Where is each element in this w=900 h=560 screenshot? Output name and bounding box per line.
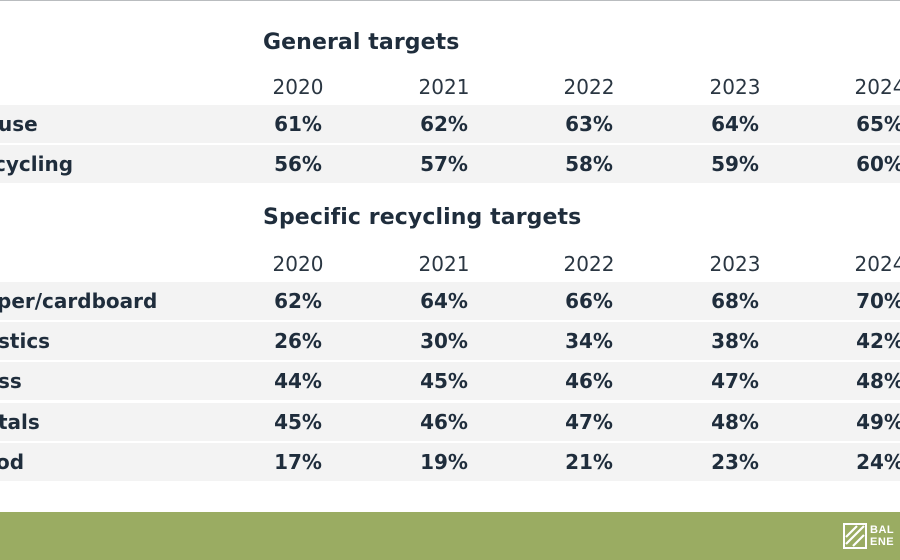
year-header: 2024 xyxy=(854,252,900,276)
value-cell: 64% xyxy=(420,289,468,313)
row-label: od xyxy=(0,450,25,474)
value-cell: 62% xyxy=(274,289,322,313)
row-label: per/cardboard xyxy=(0,289,158,313)
logo-wordmark: BAL ENE xyxy=(870,524,894,548)
specific-recycling-targets-title: Specific recycling targets xyxy=(263,205,582,230)
year-header: 2024 xyxy=(854,75,900,99)
value-cell: 46% xyxy=(420,410,468,434)
value-cell: 23% xyxy=(711,450,759,474)
value-cell: 70% xyxy=(856,289,900,313)
value-cell: 38% xyxy=(711,329,759,353)
year-header: 2020 xyxy=(272,75,324,99)
logo-line-2: ENE xyxy=(870,536,895,548)
top-divider xyxy=(0,0,900,1)
value-cell: 63% xyxy=(565,112,613,136)
table-row: stics 26% 30% 34% 38% 42% xyxy=(0,322,900,360)
table-row: cycling 56% 57% 58% 59% 60% xyxy=(0,145,900,183)
logo-line-1: BAL xyxy=(870,524,895,536)
year-header: 2021 xyxy=(418,75,470,99)
row-label: tals xyxy=(0,410,40,434)
value-cell: 61% xyxy=(274,112,322,136)
value-cell: 45% xyxy=(274,410,322,434)
row-label: stics xyxy=(0,329,51,353)
value-cell: 19% xyxy=(420,450,468,474)
table-row: tals 45% 46% 47% 48% 49% xyxy=(0,403,900,441)
value-cell: 57% xyxy=(420,152,468,176)
value-cell: 47% xyxy=(711,369,759,393)
brand-logo: BAL ENE xyxy=(843,523,900,549)
value-cell: 62% xyxy=(420,112,468,136)
year-header: 2022 xyxy=(563,75,615,99)
value-cell: 64% xyxy=(711,112,759,136)
footer-bar: BAL ENE xyxy=(0,512,900,560)
year-header: 2022 xyxy=(563,252,615,276)
value-cell: 44% xyxy=(274,369,322,393)
value-cell: 47% xyxy=(565,410,613,434)
value-cell: 46% xyxy=(565,369,613,393)
value-cell: 34% xyxy=(565,329,613,353)
table-row: use 61% 62% 63% 64% 65% xyxy=(0,105,900,143)
value-cell: 30% xyxy=(420,329,468,353)
value-cell: 59% xyxy=(711,152,759,176)
value-cell: 68% xyxy=(711,289,759,313)
value-cell: 49% xyxy=(856,410,900,434)
value-cell: 56% xyxy=(274,152,322,176)
year-header: 2020 xyxy=(272,252,324,276)
value-cell: 60% xyxy=(856,152,900,176)
logo-mark-icon xyxy=(843,523,867,549)
row-label: ss xyxy=(0,369,22,393)
value-cell: 66% xyxy=(565,289,613,313)
value-cell: 65% xyxy=(856,112,900,136)
value-cell: 42% xyxy=(856,329,900,353)
table-row: ss 44% 45% 46% 47% 48% xyxy=(0,362,900,400)
value-cell: 58% xyxy=(565,152,613,176)
row-label: cycling xyxy=(0,152,74,176)
general-year-header-row: 2020 2021 2022 2023 2024 xyxy=(0,68,900,106)
general-targets-title: General targets xyxy=(263,30,460,55)
value-cell: 17% xyxy=(274,450,322,474)
value-cell: 21% xyxy=(565,450,613,474)
value-cell: 48% xyxy=(711,410,759,434)
value-cell: 24% xyxy=(856,450,900,474)
table-row: od 17% 19% 21% 23% 24% xyxy=(0,443,900,481)
table-row: per/cardboard 62% 64% 66% 68% 70% xyxy=(0,282,900,320)
year-header: 2021 xyxy=(418,252,470,276)
row-label: use xyxy=(0,112,38,136)
value-cell: 26% xyxy=(274,329,322,353)
value-cell: 45% xyxy=(420,369,468,393)
year-header: 2023 xyxy=(709,252,761,276)
specific-year-header-row: 2020 2021 2022 2023 2024 xyxy=(0,245,900,283)
value-cell: 48% xyxy=(856,369,900,393)
year-header: 2023 xyxy=(709,75,761,99)
